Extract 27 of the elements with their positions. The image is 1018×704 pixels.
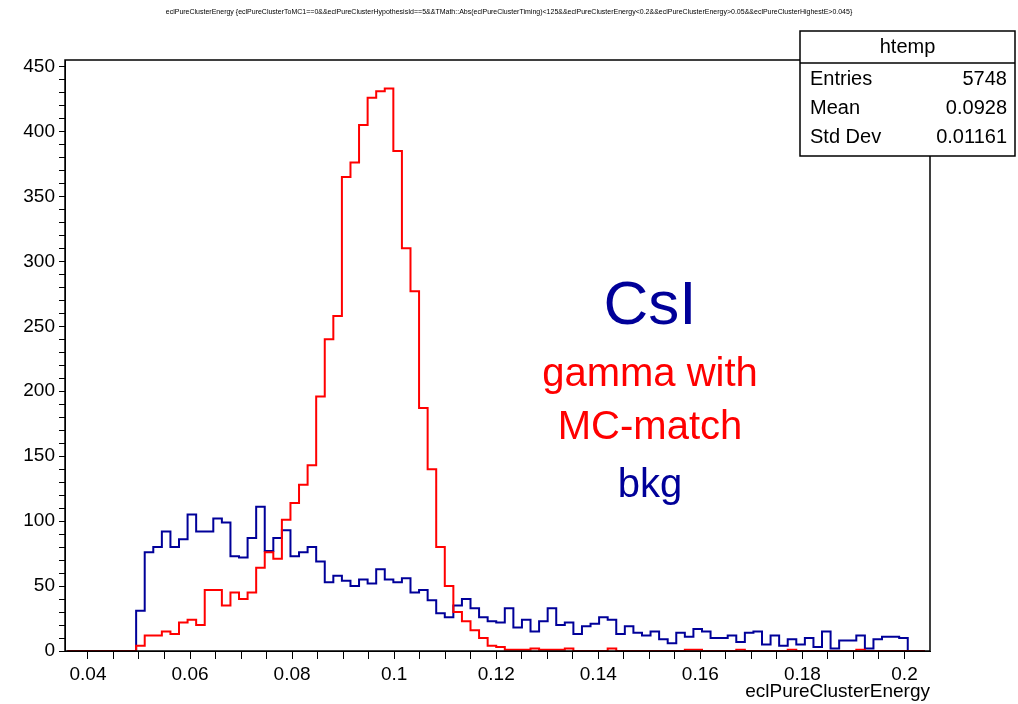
y-tick-label: 50	[33, 574, 55, 596]
y-tick-label: 300	[23, 249, 55, 271]
annotation: Std Dev	[810, 125, 882, 148]
x-tick-label: 0.1	[380, 662, 408, 684]
y-tick-label: 250	[23, 314, 55, 336]
text: 0.0928	[945, 96, 1007, 119]
text: htemp	[879, 34, 936, 57]
y-tick-label: 200	[23, 379, 55, 401]
x-tick-label: 0.16	[681, 662, 719, 684]
y-tick-label: 100	[23, 509, 55, 531]
y-tick-label: 150	[23, 444, 55, 466]
annotation: Entries	[810, 67, 873, 90]
y-tick-label: 350	[23, 184, 55, 206]
x-tick-label: 0.14	[579, 662, 618, 684]
y-tick-label: 0	[44, 639, 55, 661]
text: 0.01161	[936, 125, 1007, 148]
y-tick-label: 450	[23, 54, 55, 76]
annotation: Mean	[810, 96, 861, 119]
text: 5748	[962, 67, 1007, 90]
x-tick-label: 0.06	[171, 662, 209, 684]
y-tick-label: 400	[23, 119, 55, 141]
x-tick-label: 0.04	[69, 662, 107, 684]
x-tick-label: 0.08	[273, 662, 311, 684]
text: bkg	[617, 461, 683, 506]
text: gamma with MC-match	[542, 350, 758, 448]
x-tick-label: 0.12	[477, 662, 515, 684]
annotation: CsI	[603, 268, 697, 338]
